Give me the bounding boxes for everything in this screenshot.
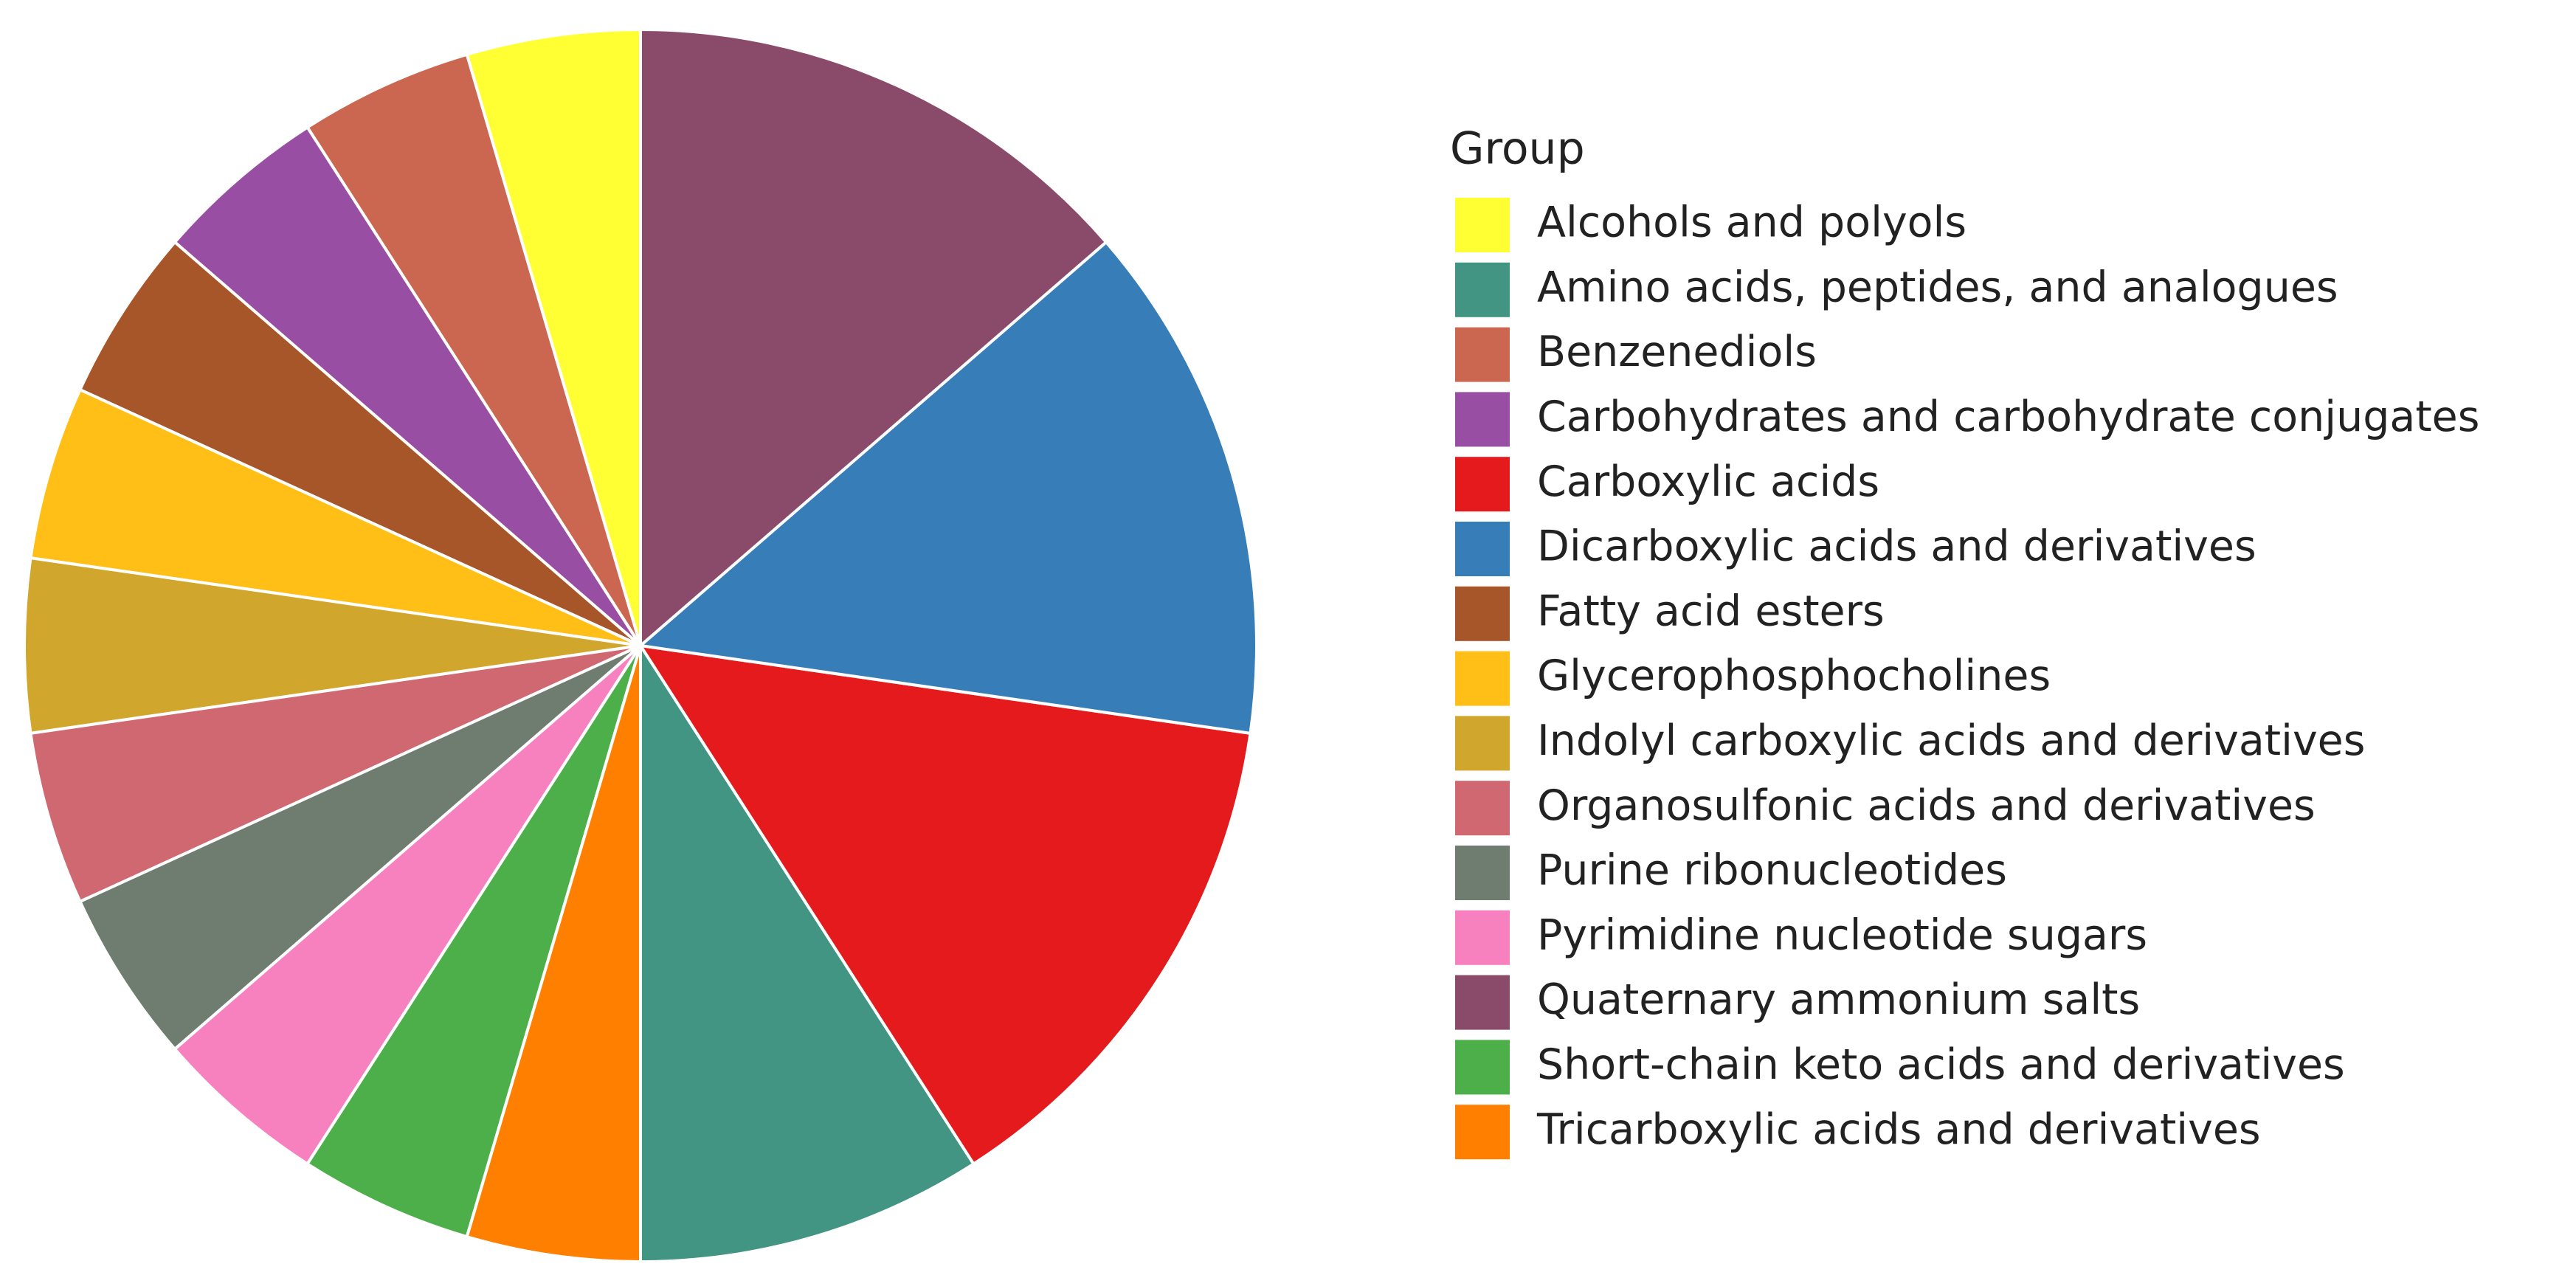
legend-label: Carboxylic acids xyxy=(1537,457,1879,506)
legend-label: Indolyl carboxylic acids and derivatives xyxy=(1537,716,2365,765)
legend-label: Carbohydrates and carbohydrate conjugate… xyxy=(1537,393,2479,441)
legend-label: Purine ribonucleotides xyxy=(1537,846,2007,895)
legend-label: Organosulfonic acids and derivatives xyxy=(1537,781,2316,830)
legend-label: Benzenediols xyxy=(1537,328,1817,376)
legend-label: Dicarboxylic acids and derivatives xyxy=(1537,522,2256,571)
legend-swatch xyxy=(1455,392,1510,447)
legend-swatch xyxy=(1455,781,1510,836)
pie-slice xyxy=(637,240,1258,736)
legend-swatch xyxy=(1455,1105,1510,1160)
pie-slice xyxy=(77,240,642,647)
pie-slice xyxy=(77,644,642,1051)
legend-swatch xyxy=(1455,327,1510,382)
legend-label: Quaternary ammonium salts xyxy=(1537,975,2140,1024)
pie-slice xyxy=(29,644,641,904)
pie-slice xyxy=(305,644,642,1239)
legend-swatch xyxy=(1455,1040,1510,1095)
legend-swatch xyxy=(1455,651,1510,706)
legend-label: Short-chain keto acids and derivatives xyxy=(1537,1040,2345,1089)
pie-slice xyxy=(305,52,642,647)
legend-swatch xyxy=(1455,910,1510,965)
legend-swatch xyxy=(1455,262,1510,317)
legend-label: Pyrimidine nucleotide sugars xyxy=(1537,911,2147,959)
legend-swatch xyxy=(1455,975,1510,1030)
legend-label: Amino acids, peptides, and analogues xyxy=(1537,263,2338,311)
legend-swatch xyxy=(1455,522,1510,576)
legend-swatch xyxy=(1455,457,1510,512)
pie-slice xyxy=(637,643,1252,1167)
pie-slice xyxy=(173,125,642,647)
pie-slice xyxy=(639,640,976,1264)
legend-label: Glycerophosphocholines xyxy=(1537,652,2051,700)
legend-label: Fatty acid esters xyxy=(1537,587,1885,635)
pie-slice xyxy=(173,644,642,1167)
pie-slice xyxy=(639,27,1108,649)
legend-label: Alcohols and polyols xyxy=(1537,198,1966,247)
legend-swatch xyxy=(1455,586,1510,641)
pie-slice xyxy=(23,556,641,736)
legend-swatch xyxy=(1455,198,1510,252)
pie-slice xyxy=(465,645,642,1264)
legend-swatch xyxy=(1455,846,1510,900)
legend-label: Tricarboxylic acids and derivatives xyxy=(1536,1105,2261,1154)
legend-title: Group xyxy=(1450,123,1585,175)
pie-slice xyxy=(29,387,641,647)
legend-swatch xyxy=(1455,716,1510,771)
pie-slice xyxy=(465,27,642,646)
